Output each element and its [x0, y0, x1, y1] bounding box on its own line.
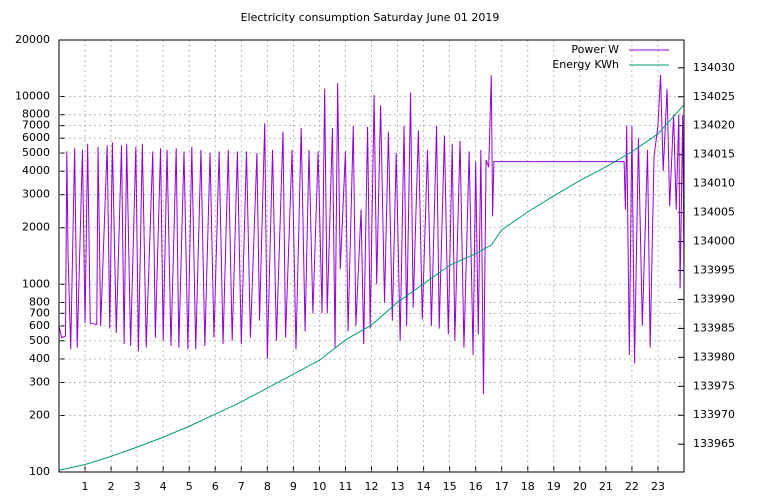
x-tick-label: 14	[417, 480, 431, 493]
y-tick-label: 6000	[22, 131, 50, 144]
x-tick-label: 5	[186, 480, 193, 493]
y2-tick-label: 133980	[693, 350, 735, 363]
y2-tick-label: 134015	[693, 148, 735, 161]
y2-tick-label: 134020	[693, 119, 735, 132]
x-tick-label: 21	[599, 480, 613, 493]
plot-frame	[58, 39, 685, 473]
y-tick-label: 400	[29, 352, 50, 365]
y2-tick-label: 134010	[693, 177, 735, 190]
series-line	[59, 104, 684, 471]
x-tick-label: 22	[625, 480, 639, 493]
x-tick-label: 18	[521, 480, 535, 493]
y2-tick-label: 134025	[693, 90, 735, 103]
x-tick-label: 20	[573, 480, 587, 493]
x-tick-label: 23	[651, 480, 665, 493]
x-tick-label: 12	[365, 480, 379, 493]
series-line	[59, 75, 684, 395]
y2-tick-label: 134000	[693, 235, 735, 248]
y-tick-label: 2000	[22, 221, 50, 234]
legend-label: Energy KWh	[552, 58, 619, 71]
y-tick-label: 10000	[15, 90, 50, 103]
x-tick-label: 13	[391, 480, 405, 493]
y-tick-label: 800	[29, 295, 50, 308]
y2-tick-label: 134030	[693, 61, 735, 74]
x-tick-label: 4	[160, 480, 167, 493]
y-tick-label: 7000	[22, 119, 50, 132]
y-tick-label: 5000	[22, 146, 50, 159]
x-tick-label: 7	[238, 480, 245, 493]
y2-tick-label: 133970	[693, 408, 735, 421]
plot-area	[59, 75, 684, 471]
y-tick-label: 1000	[22, 277, 50, 290]
y-tick-label: 100	[29, 465, 50, 478]
y-tick-label: 20000	[15, 33, 50, 46]
x-tick-label: 3	[134, 480, 141, 493]
y2-tick-label: 133995	[693, 263, 735, 276]
x-tick-label: 8	[264, 480, 271, 493]
chart-title: Electricity consumption Saturday June 01…	[241, 11, 500, 24]
x-tick-label: 11	[338, 480, 352, 493]
x-tick-label: 15	[443, 480, 457, 493]
y-tick-label: 3000	[22, 188, 50, 201]
y2-tick-label: 133965	[693, 437, 735, 450]
x-tick-label: 10	[312, 480, 326, 493]
y2-tick-label: 133990	[693, 292, 735, 305]
y-tick-label: 300	[29, 375, 50, 388]
y-tick-label: 200	[29, 408, 50, 421]
y-tick-label: 700	[29, 306, 50, 319]
y-tick-label: 4000	[22, 164, 50, 177]
y2-tick-label: 133975	[693, 379, 735, 392]
y-tick-label: 600	[29, 319, 50, 332]
y-tick-label: 8000	[22, 108, 50, 121]
y2-tick-label: 134005	[693, 206, 735, 219]
x-tick-label: 16	[469, 480, 483, 493]
x-tick-label: 19	[547, 480, 561, 493]
x-tick-label: 17	[495, 480, 509, 493]
x-tick-label: 9	[290, 480, 297, 493]
x-tick-label: 1	[82, 480, 89, 493]
x-tick-label: 2	[108, 480, 115, 493]
y-tick-label: 500	[29, 334, 50, 347]
x-tick-label: 6	[212, 480, 219, 493]
legend-label: Power W	[571, 43, 619, 56]
y2-tick-label: 133985	[693, 321, 735, 334]
